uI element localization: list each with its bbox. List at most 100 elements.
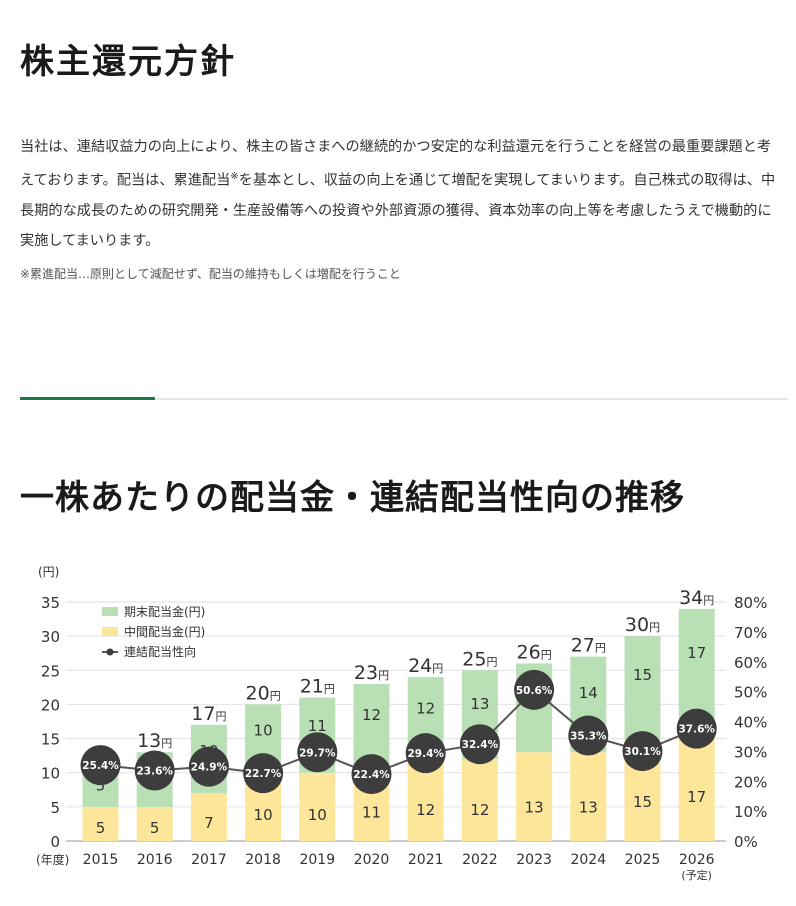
x-tick-label: 2016 [137, 852, 173, 868]
x-tick-label: 2022 [462, 852, 498, 868]
x-tick-label: 2019 [299, 852, 335, 868]
total-unit: 円 [703, 594, 714, 607]
payout-ratio-label: 50.6% [516, 685, 553, 697]
bar-year-end-label: 5 [96, 777, 106, 795]
x-tick-label: 2023 [516, 852, 552, 868]
payout-ratio-point [405, 733, 446, 774]
y2-tick-label: 20% [734, 773, 767, 791]
total-unit: 円 [324, 683, 335, 696]
y2-tick-label: 70% [734, 624, 767, 642]
bar-interim-label: 12 [470, 801, 489, 819]
total-value: 13 [137, 730, 161, 752]
y-tick-label: 15 [41, 731, 60, 749]
total-unit: 円 [378, 669, 389, 682]
total-label: 20円 [246, 682, 281, 704]
total-label: 25円 [462, 648, 497, 670]
y2-axis-ticks: 0% 10% 20% 30% 40% 50% 60% 70% 80% [734, 594, 767, 851]
payout-ratio-label: 22.7% [245, 768, 282, 780]
y-tick-label: 20 [41, 696, 60, 714]
payout-ratio-point [297, 732, 338, 773]
y2-tick-label: 10% [734, 803, 767, 821]
bar-interim [299, 772, 336, 841]
bar-interim-label: 5 [96, 819, 106, 837]
y-tick-label: 25 [41, 662, 60, 680]
y-tick-label: 5 [50, 799, 60, 817]
payout-ratio-label: 23.6% [136, 765, 173, 777]
legend-label-year-end: 期末配当金(円) [124, 604, 205, 619]
bar-year-end-label: 12 [416, 699, 435, 717]
bar-year-end [353, 683, 390, 766]
bar-interim-label: 15 [633, 793, 652, 811]
y-tick-label: 30 [41, 628, 60, 646]
y2-tick-label: 30% [734, 743, 767, 761]
bar-year-end [624, 636, 661, 739]
payout-ratio-point [80, 745, 121, 786]
bar-year-end-label: 14 [579, 684, 598, 702]
payout-ratio-point [188, 746, 229, 787]
total-value: 21 [300, 676, 324, 698]
bar-interim-label: 10 [308, 806, 327, 824]
total-label: 24円 [408, 655, 443, 677]
x-tick-label: 2018 [245, 852, 281, 868]
bar-interim-label: 11 [362, 803, 381, 821]
y-tick-label: 10 [41, 765, 60, 783]
bar-year-end-label: 13 [470, 695, 489, 713]
payout-ratio-label: 29.4% [407, 748, 444, 760]
bar-year-end-label: 15 [633, 666, 652, 684]
policy-footnote: ※累進配当…原則として減配せず、配当の維持もしくは増配を行うこと [20, 267, 401, 281]
payout-ratio-series: 25.4% 23.6% 24.9% 22.7% 29.7% 22.4% 29.4% 32.4%… [80, 669, 717, 795]
x-axis-label: (年度) [36, 852, 69, 867]
bar-interim-label: 17 [687, 788, 706, 806]
x-axis-ticks: 2015 2016 2017 2018 2019 2020 2021 2022 2023 2024… [83, 852, 715, 882]
payout-ratio-label: 32.4% [462, 739, 499, 751]
payout-ratio-label: 37.6% [678, 724, 715, 736]
total-label: 21円 [300, 676, 335, 698]
bar-interim [82, 806, 119, 841]
bar-year-end-label: 12 [362, 706, 381, 724]
total-unit: 円 [161, 737, 172, 750]
payout-ratio-point [676, 708, 717, 749]
bar-interim [461, 759, 498, 841]
payout-ratio-point [568, 715, 609, 756]
total-label: 27円 [571, 635, 606, 657]
bar-interim-label: 7 [204, 814, 214, 832]
total-unit: 円 [486, 655, 497, 668]
total-unit: 円 [215, 710, 226, 723]
total-unit: 円 [270, 689, 281, 702]
payout-ratio-point [351, 754, 392, 795]
total-value: 27 [571, 635, 595, 657]
payout-ratio-point [622, 731, 663, 772]
bars: 5558710101010111112121212131313131415151… [82, 608, 715, 841]
policy-body-part-2: を基本とし、収益の向上を通じて増配を実現してまいります。自己株式の取得は、中長期… [20, 172, 776, 249]
payout-ratio-label: 35.3% [570, 731, 607, 743]
x-tick-label: 2025 [625, 852, 661, 868]
bar-interim [136, 806, 173, 841]
total-value: 26 [517, 641, 541, 663]
payout-ratio-point [514, 669, 555, 710]
bar-year-end-label: 10 [254, 721, 273, 739]
total-label: 34円 [679, 587, 714, 609]
bar-interim [570, 752, 607, 841]
y2-tick-label: 60% [734, 654, 767, 672]
total-value: 24 [408, 655, 432, 677]
bar-year-end-label: 11 [308, 717, 327, 735]
gridlines [66, 601, 726, 842]
y-tick-label: 35 [41, 594, 60, 612]
payout-ratio-point [459, 724, 500, 765]
total-unit: 円 [432, 662, 443, 675]
total-value: 20 [246, 682, 270, 704]
total-label: 13円 [137, 730, 172, 752]
bar-interim-label: 13 [525, 798, 544, 816]
total-label: 23円 [354, 662, 389, 684]
dividend-section-title: 一株あたりの配当金・連結配当性向の推移 [20, 478, 685, 518]
total-unit: 円 [649, 621, 660, 634]
payout-ratio-point [243, 753, 284, 794]
total-value: 25 [462, 648, 486, 670]
total-label: 26円 [517, 641, 552, 663]
total-label: 30円 [625, 614, 660, 636]
total-unit: 円 [595, 642, 606, 655]
y2-tick-label: 40% [734, 714, 767, 732]
policy-body-part-1: 当社は、連結収益力の向上により、株主の皆さまへの継続的かつ安定的な利益還元を行う… [20, 139, 772, 189]
x-tick-note: (予定) [681, 868, 712, 882]
